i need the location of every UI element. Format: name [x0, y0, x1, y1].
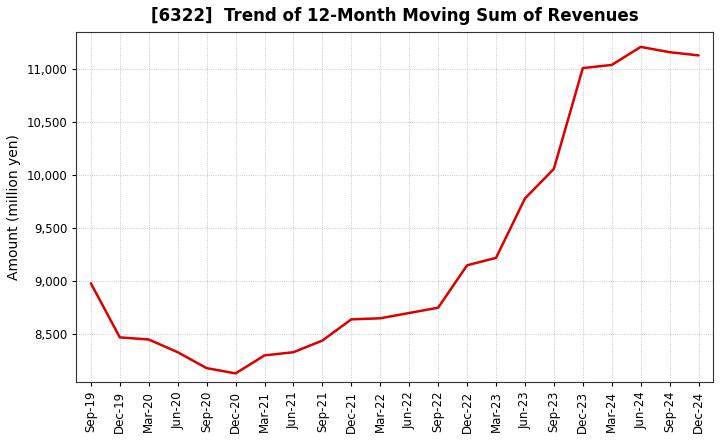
- Y-axis label: Amount (million yen): Amount (million yen): [7, 134, 21, 280]
- Title: [6322]  Trend of 12-Month Moving Sum of Revenues: [6322] Trend of 12-Month Moving Sum of R…: [151, 7, 639, 25]
